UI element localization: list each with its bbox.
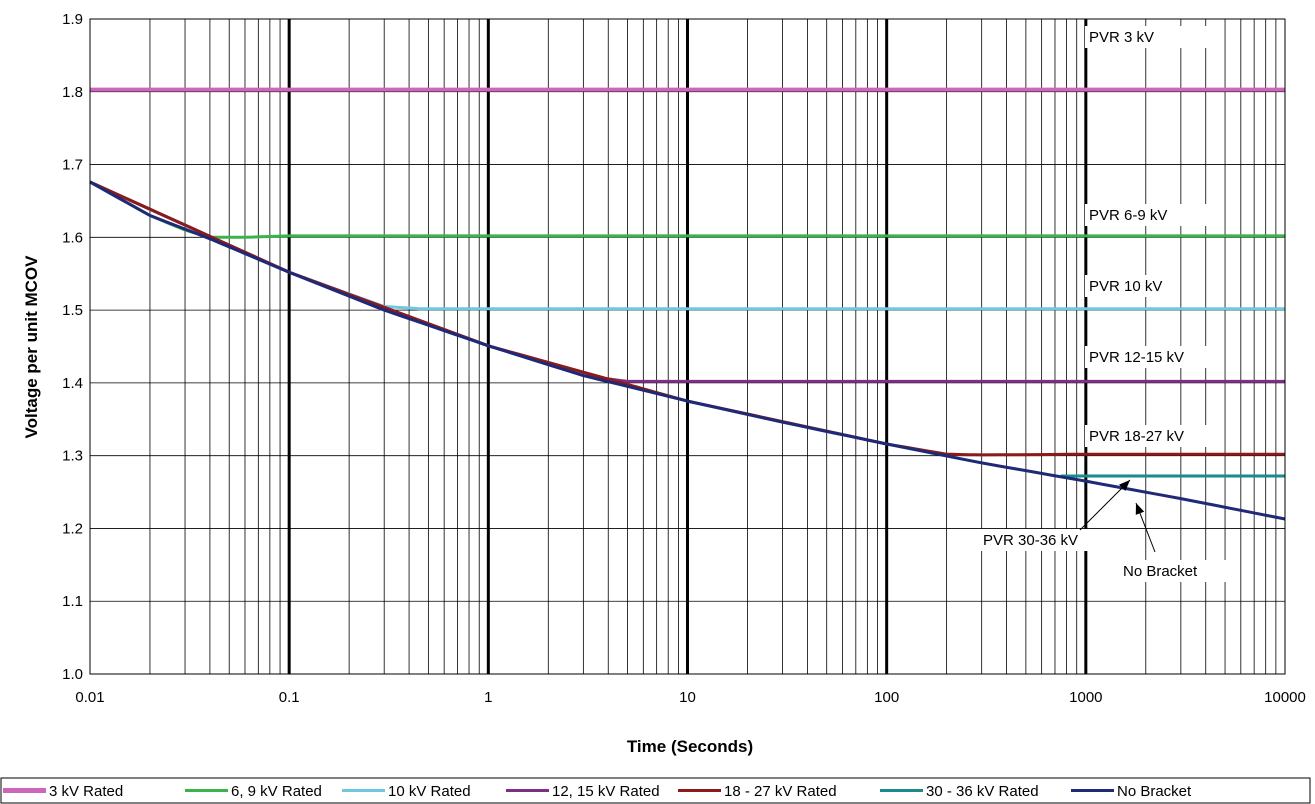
annotation-background [1085, 346, 1212, 368]
grid [90, 18, 1285, 675]
annotation-label: PVR 30-36 kV [983, 532, 1078, 549]
annotation-label: PVR 18-27 kV [1089, 428, 1184, 445]
legend-label: 30 - 36 kV Rated [926, 783, 1039, 800]
annotation-background [1118, 560, 1229, 582]
y-tick-label: 1.7 [62, 157, 83, 174]
x-tick-label: 0.1 [279, 689, 300, 706]
annotation-arrowhead [1119, 480, 1130, 491]
legend-label: 3 kV Rated [49, 783, 123, 800]
annotation-label: PVR 6-9 kV [1089, 207, 1167, 224]
x-tick-label: 10 [679, 689, 696, 706]
series-layer [89, 87, 1286, 521]
y-tick-label: 1.3 [62, 448, 83, 465]
y-tick-label: 1.4 [62, 375, 83, 392]
y-tick-label: 1.6 [62, 229, 83, 246]
y-tick-label: 1.9 [62, 11, 83, 28]
annotation-label: PVR 3 kV [1089, 29, 1154, 46]
annotation-background [1085, 204, 1209, 226]
annotation-background [1085, 26, 1212, 48]
legend-label: 6, 9 kV Rated [231, 783, 322, 800]
annotation-label: PVR 10 kV [1089, 278, 1162, 295]
x-tick-label: 1000 [1069, 689, 1102, 706]
annotation-label: PVR 12-15 kV [1089, 349, 1184, 366]
y-tick-label: 1.0 [62, 666, 83, 683]
x-tick-label: 1 [484, 689, 492, 706]
y-tick-label: 1.5 [62, 302, 83, 319]
legend: 3 kV Rated 6, 9 kV Rated 10 kV Rated 12, 15… [0, 777, 1311, 804]
x-axis-title: Time (Seconds) [627, 737, 753, 756]
series-line-6 [89, 180, 1286, 521]
annotation-arrowhead [1135, 503, 1145, 515]
tick-labels: 0.01 0.1 1 10 100 1000 10000 1.0 1.1 1.2 1.3 1.4 1.5… [62, 11, 1306, 706]
legend-label: No Bracket [1117, 783, 1192, 800]
x-tick-label: 100 [874, 689, 899, 706]
annotation-background [1085, 275, 1169, 297]
y-tick-label: 1.8 [62, 84, 83, 101]
annotation-background [1085, 425, 1221, 447]
legend-label: 18 - 27 kV Rated [724, 783, 837, 800]
annotation-background [978, 529, 1104, 551]
legend-label: 12, 15 kV Rated [552, 783, 660, 800]
annotation-arrow [1079, 479, 1131, 531]
x-tick-label: 10000 [1264, 689, 1306, 706]
x-tick-label: 0.01 [75, 689, 104, 706]
plot-frame [89, 18, 1286, 675]
y-tick-label: 1.1 [62, 593, 83, 610]
annotations: PVR 3 kV PVR 6-9 kV PVR 10 kV PVR 12-15 kV P… [978, 26, 1229, 582]
legend-label: 10 kV Rated [388, 783, 471, 800]
y-tick-label: 1.2 [62, 520, 83, 537]
annotation-label: No Bracket [1123, 563, 1198, 580]
y-axis-title: Voltage per unit MCOV [22, 255, 41, 439]
